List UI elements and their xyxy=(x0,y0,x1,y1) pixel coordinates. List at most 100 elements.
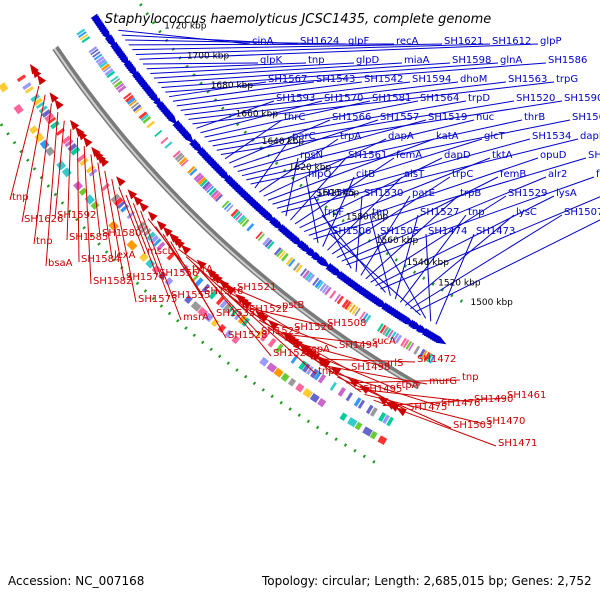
forward-class-block xyxy=(359,311,366,320)
reverse-gene-leader-line xyxy=(118,186,146,255)
reverse-gene-arrow xyxy=(69,119,80,131)
reverse-class-block-outer xyxy=(273,367,284,378)
reverse-gene-arrow xyxy=(320,359,331,369)
forward-gene-label: hipO xyxy=(308,169,331,180)
kbp-tick-label: 1680 kbp xyxy=(211,81,254,91)
forward-class-block xyxy=(115,82,125,91)
forward-gene-label: SH1543 xyxy=(316,74,355,85)
forward-gene-leader-line xyxy=(327,176,403,251)
forward-gene-leader-line xyxy=(267,138,435,201)
reverse-class-block xyxy=(149,234,159,245)
forward-class-block xyxy=(281,252,289,262)
forward-gene-leader-line xyxy=(313,195,352,269)
reverse-gene-leader-line xyxy=(97,162,113,259)
forward-gene-leader-line xyxy=(355,195,363,272)
forward-class-block xyxy=(304,271,313,281)
forward-class-block xyxy=(81,36,91,44)
forward-class-block xyxy=(226,204,234,213)
reverse-class-block-outer xyxy=(0,82,9,93)
forward-gene-label: SH1586 xyxy=(548,55,587,66)
forward-class-block xyxy=(130,101,140,110)
forward-class-block xyxy=(316,281,324,290)
reverse-class-block-outer xyxy=(45,146,55,157)
forward-class-block xyxy=(377,323,384,332)
forward-class-block xyxy=(402,339,410,349)
forward-gene-arrow xyxy=(167,114,178,126)
reverse-class-block xyxy=(190,274,199,283)
reverse-gene-leader-line xyxy=(209,277,281,309)
reverse-class-block xyxy=(365,404,374,415)
forward-gene-leader-line xyxy=(229,119,331,164)
kbp-ticks: 1720 kbp 1700 kbp 1680 kbp 1660 kbp 1640 kbp… xyxy=(164,22,513,309)
reverse-class-block xyxy=(113,197,124,207)
forward-class-block xyxy=(354,307,361,317)
forward-gene-leader-line xyxy=(321,214,386,293)
forward-class-block xyxy=(278,250,286,260)
reverse-gene-label: SH1495 xyxy=(363,384,402,395)
reverse-class-block xyxy=(226,305,235,315)
forward-class-block xyxy=(400,337,407,347)
reverse-class-block-outer xyxy=(347,417,358,428)
reverse-gene-label: SH1535 xyxy=(216,308,255,319)
reverse-class-block xyxy=(70,146,81,156)
forward-gene-leader-line xyxy=(188,81,507,120)
reverse-gene-leader-line xyxy=(225,292,305,353)
forward-gene-label: SH1561 xyxy=(348,150,387,161)
reverse-class-block xyxy=(382,414,390,425)
forward-gene-label: SH1612 xyxy=(492,36,531,47)
forward-gene-label: glcT xyxy=(484,131,506,142)
reverse-class-block-outer xyxy=(56,160,67,171)
forward-gene-label: miaA xyxy=(404,55,430,66)
reverse-gene-label: SH1498 xyxy=(351,362,390,373)
reverse-gene-label: msrA xyxy=(183,312,209,323)
reverse-class-block-outer xyxy=(204,312,214,323)
forward-gene-label: glpK xyxy=(260,55,282,66)
forward-class-block xyxy=(88,46,98,54)
reverse-gene-arrow xyxy=(292,339,303,349)
forward-class-block xyxy=(189,168,198,176)
reverse-class-block-outer xyxy=(126,239,138,251)
reverse-class-block xyxy=(76,154,86,163)
reverse-gene-label: SH1471 xyxy=(498,438,537,449)
forward-class-block xyxy=(241,219,250,228)
reverse-gene-label: SH1508 xyxy=(327,318,366,329)
reverse-gene-label: tnp xyxy=(462,372,479,383)
forward-class-block xyxy=(423,351,431,362)
reverse-class-block-outer xyxy=(377,435,388,445)
kbp-tick-label: 1500 kbp xyxy=(470,298,513,308)
forward-gene-label: trpB xyxy=(460,188,481,199)
forward-gene-leader-line xyxy=(375,195,555,287)
forward-gene-label: tktA xyxy=(492,150,513,161)
reverse-class-block xyxy=(230,308,239,318)
reverse-gene-leader-line xyxy=(373,399,497,447)
kbp-tick-label: 1540 kbp xyxy=(407,258,450,268)
reverse-gene-leader-line xyxy=(33,103,52,245)
reverse-class-block xyxy=(302,363,311,373)
forward-gene-label: SH1593 xyxy=(276,93,315,104)
forward-class-block xyxy=(164,141,173,149)
reverse-class-block xyxy=(194,277,204,287)
reverse-class-block xyxy=(16,74,27,83)
reverse-class-block xyxy=(310,368,319,379)
reverse-gene-leader-line xyxy=(337,376,452,429)
kbp-tick-label: 1620 kbp xyxy=(289,163,332,173)
forward-class-block xyxy=(111,78,121,85)
forward-gene-label: parC xyxy=(292,131,316,142)
reverse-gene-leader-line xyxy=(233,299,317,375)
forward-gene-leader-line xyxy=(263,138,387,197)
reverse-gene-label: SH1490 xyxy=(474,394,513,405)
reverse-gene-arrow xyxy=(37,74,47,86)
forward-class-block xyxy=(138,111,148,120)
reverse-class-block xyxy=(337,387,346,397)
kbp-tick-label: 1560 kbp xyxy=(376,236,419,246)
reverse-class-block-outer xyxy=(280,372,290,382)
feature-tracks xyxy=(0,0,468,465)
forward-gene-leader-line xyxy=(125,39,347,45)
forward-class-block xyxy=(210,189,219,199)
forward-gene-label: katA xyxy=(436,131,459,142)
forward-class-block xyxy=(78,31,87,38)
forward-gene-label: recA xyxy=(396,36,419,47)
reverse-class-block xyxy=(329,381,337,391)
reverse-class-block xyxy=(290,354,299,364)
forward-class-block xyxy=(341,299,350,309)
